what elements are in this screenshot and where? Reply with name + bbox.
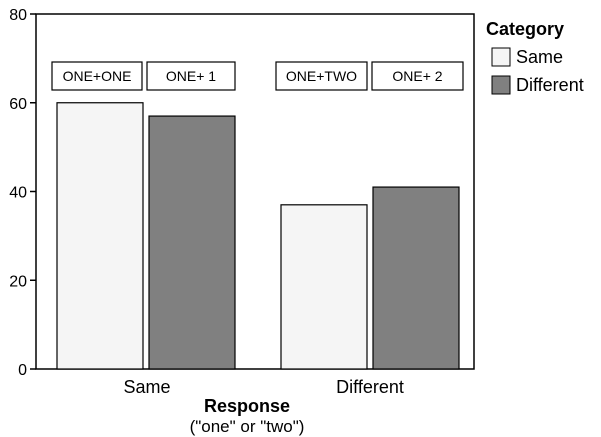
y-tick-label: 20 xyxy=(9,273,27,290)
x-tick-label: Same xyxy=(123,377,170,397)
legend-label-different: Different xyxy=(516,75,584,95)
annotation-box xyxy=(51,61,143,91)
bar-different-same xyxy=(280,204,368,370)
legend-swatch-different xyxy=(491,75,511,95)
annotation-label: ONE+TWO xyxy=(286,68,357,84)
annotation-label: ONE+ONE xyxy=(63,68,132,84)
annotation-box xyxy=(146,61,236,91)
x-axis: Same Different xyxy=(123,377,403,397)
annotation-label: ONE+ 1 xyxy=(166,68,216,84)
annotation-box xyxy=(275,61,368,91)
legend: Category Same Different xyxy=(486,19,584,95)
x-tick-label: Different xyxy=(336,377,404,397)
bars-group xyxy=(56,102,460,370)
annotation-box xyxy=(371,61,464,91)
x-axis-title: Response xyxy=(204,396,290,416)
y-tick-label: 40 xyxy=(9,185,27,202)
bar-same-same xyxy=(56,102,144,370)
x-axis-subtitle: ("one" or "two") xyxy=(190,417,305,436)
legend-title: Category xyxy=(486,19,564,39)
y-tick-label: 60 xyxy=(9,96,27,113)
legend-label-same: Same xyxy=(516,47,563,67)
annotation-label: ONE+ 2 xyxy=(392,68,442,84)
y-tick-label: 0 xyxy=(18,362,27,379)
y-tick-label: 80 xyxy=(9,7,27,24)
bar-same-different xyxy=(148,115,236,370)
y-axis: 0 20 40 60 80 xyxy=(9,7,36,379)
bar-different-different xyxy=(372,186,460,370)
annotations-group: ONE+ONE ONE+ 1 ONE+TWO ONE+ 2 xyxy=(51,61,464,91)
legend-swatch-same xyxy=(491,47,511,67)
